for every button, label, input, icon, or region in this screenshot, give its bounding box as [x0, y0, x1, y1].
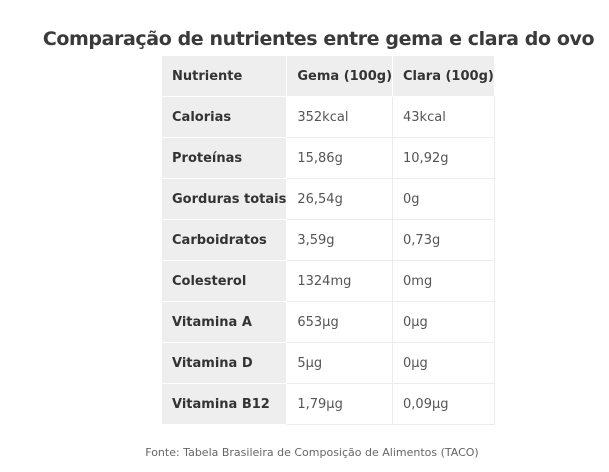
table-row: Carboidratos 3,59g 0,73g — [162, 219, 495, 261]
yolk-value: 5µg — [286, 342, 394, 384]
white-value: 0,09µg — [392, 383, 495, 425]
white-value: 0,73g — [392, 219, 495, 261]
yolk-value: 1,79µg — [286, 383, 394, 425]
nutrient-label: Carboidratos — [162, 219, 288, 261]
table-title: Comparação de nutrientes entre gema e cl… — [42, 28, 595, 50]
header-nutrient: Nutriente — [162, 56, 288, 97]
white-value: 43kcal — [392, 96, 495, 138]
nutrient-label: Calorias — [162, 96, 288, 138]
header-yolk: Gema (100g) — [286, 56, 394, 97]
yolk-value: 352kcal — [286, 96, 394, 138]
yolk-value: 26,54g — [286, 178, 394, 220]
table-row: Proteínas 15,86g 10,92g — [162, 137, 495, 179]
table-row: Calorias 352kcal 43kcal — [162, 96, 495, 138]
yolk-value: 3,59g — [286, 219, 394, 261]
table-row: Vitamina B12 1,79µg 0,09µg — [162, 383, 495, 425]
table-row: Vitamina D 5µg 0µg — [162, 342, 495, 384]
white-value: 0g — [392, 178, 495, 220]
nutrient-label: Colesterol — [162, 260, 288, 302]
white-value: 0µg — [392, 301, 495, 343]
yolk-value: 653µg — [286, 301, 394, 343]
nutrient-table: Nutriente Gema (100g) Clara (100g) Calor… — [162, 56, 495, 425]
nutrient-label: Vitamina A — [162, 301, 288, 343]
table-row: Colesterol 1324mg 0mg — [162, 260, 495, 302]
table-row: Gorduras totais 26,54g 0g — [162, 178, 495, 220]
table-header-row: Nutriente Gema (100g) Clara (100g) — [162, 56, 495, 97]
nutrient-label: Proteínas — [162, 137, 288, 179]
white-value: 0µg — [392, 342, 495, 384]
yolk-value: 15,86g — [286, 137, 394, 179]
nutrient-label: Gorduras totais — [162, 178, 288, 220]
header-white: Clara (100g) — [392, 56, 495, 97]
nutrient-label: Vitamina B12 — [162, 383, 288, 425]
nutrient-label: Vitamina D — [162, 342, 288, 384]
source-caption: Fonte: Tabela Brasileira de Composição d… — [145, 446, 479, 459]
yolk-value: 1324mg — [286, 260, 394, 302]
white-value: 0mg — [392, 260, 495, 302]
white-value: 10,92g — [392, 137, 495, 179]
table-row: Vitamina A 653µg 0µg — [162, 301, 495, 343]
